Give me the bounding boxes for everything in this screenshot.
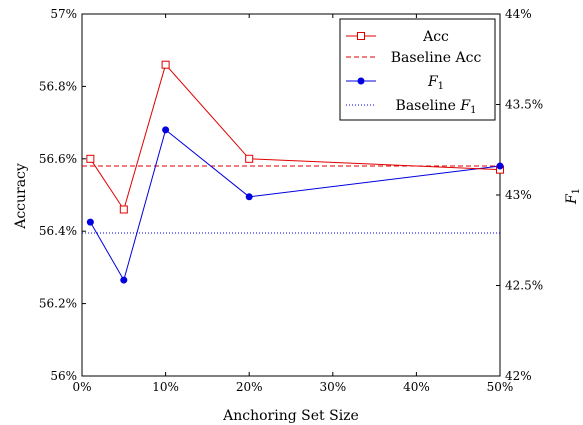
x-tick-label: 50% bbox=[487, 380, 514, 394]
legend-label-subscript: 1 bbox=[438, 81, 444, 92]
y-axis-right-label: F1 bbox=[564, 188, 582, 205]
acc-point bbox=[161, 60, 170, 69]
y-left-tick-label: 56.6% bbox=[39, 152, 77, 166]
f1-point bbox=[86, 218, 94, 226]
legend-f1-marker bbox=[357, 77, 365, 85]
y-left-tick-label: 56.2% bbox=[39, 297, 77, 311]
y-right-tick-label: 42% bbox=[505, 369, 532, 383]
f1-point bbox=[120, 276, 128, 284]
x-axis-label: Anchoring Set Size bbox=[222, 408, 359, 424]
y-left-tick-label: 56% bbox=[50, 369, 77, 383]
y-right-tick-label: 43% bbox=[505, 188, 532, 202]
ticks-layer: 0% 10% 20% 30% 40% 50% 56% 56.2% 56.4% 56.6% 56.8%… bbox=[39, 7, 543, 394]
y-left-tick-label: 57% bbox=[50, 7, 77, 21]
y-axis-right-label-main: F bbox=[564, 193, 580, 205]
f1-series-line bbox=[89, 128, 501, 282]
series-layer bbox=[86, 60, 504, 284]
legend-label-subscript: 1 bbox=[470, 105, 476, 116]
legend-baseline-acc-label: Baseline Acc bbox=[391, 50, 482, 66]
acc-point bbox=[86, 154, 95, 163]
x-tick-label: 10% bbox=[152, 380, 179, 394]
legend-label-f: F bbox=[459, 98, 471, 114]
legend-label-prefix: Baseline bbox=[396, 98, 461, 114]
legend-entry-f1: F1 bbox=[346, 74, 444, 92]
y-axis-right-label-subscript: 1 bbox=[571, 188, 582, 194]
baselines-layer bbox=[82, 165, 500, 234]
f1-point bbox=[496, 162, 504, 170]
x-tick-label: 30% bbox=[319, 380, 346, 394]
legend-acc-label: Acc bbox=[422, 29, 449, 45]
legend-entry-acc: Acc bbox=[346, 29, 449, 45]
x-tick-label: 20% bbox=[236, 380, 263, 394]
acc-point bbox=[119, 205, 128, 214]
x-tick-label: 0% bbox=[72, 380, 91, 394]
legend-entry-baseline-f1: Baseline F1 bbox=[346, 98, 476, 116]
y-right-tick-label: 43.5% bbox=[505, 98, 543, 112]
y-right-tick-label: 42.5% bbox=[505, 279, 543, 293]
legend-entry-baseline-acc: Baseline Acc bbox=[346, 50, 481, 66]
legend-acc-marker bbox=[357, 32, 365, 40]
y-left-tick-label: 56.4% bbox=[39, 224, 77, 238]
y-axis-left-label: Accuracy bbox=[13, 163, 29, 230]
legend: Acc Baseline Acc F1 Baseline F1 bbox=[339, 18, 496, 121]
y-left-tick-label: 56.8% bbox=[39, 79, 77, 93]
legend-label-f: F bbox=[427, 74, 439, 90]
legend-baseline-f1-label: Baseline F1 bbox=[396, 98, 477, 116]
y-right-tick-label: 44% bbox=[505, 7, 532, 21]
x-tick-label: 40% bbox=[403, 380, 430, 394]
f1-point bbox=[162, 126, 170, 134]
f1-point bbox=[245, 193, 253, 201]
acc-point bbox=[245, 154, 254, 163]
legend-f1-label: F1 bbox=[427, 74, 444, 92]
